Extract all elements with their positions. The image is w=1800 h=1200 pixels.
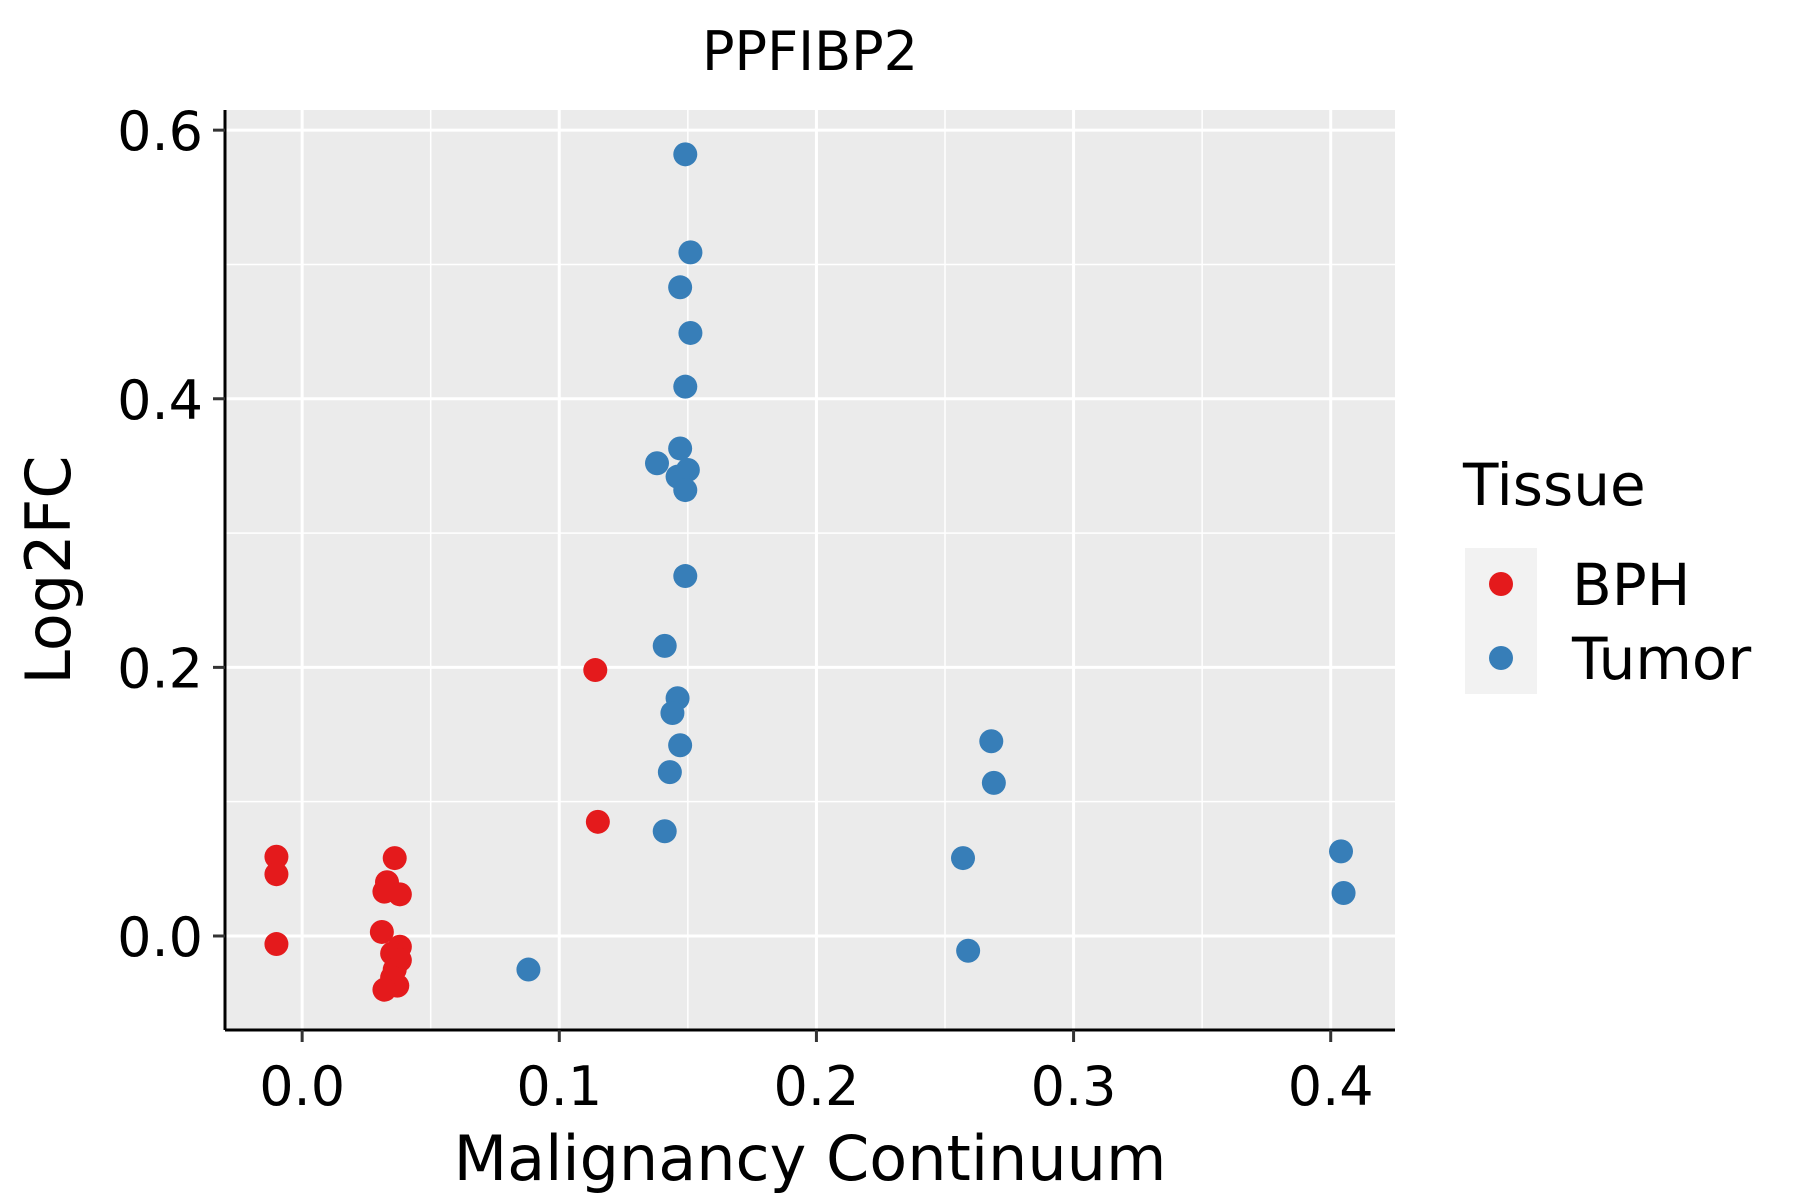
point-tumor [678,240,703,265]
point-tumor [652,633,677,658]
point-tumor [956,938,981,963]
point-tumor [652,819,677,844]
point-tumor [668,733,693,758]
y-axis-ticks: 0.0 0.2 0.4 0.6 [117,100,225,969]
legend-title: Tissue [1462,451,1646,519]
y-axis-title: Log2FC [12,455,85,684]
x-axis-title: Malignancy Continuum [454,1122,1167,1195]
point-tumor [673,374,698,399]
point-bph [264,932,289,957]
y-tick-label: 0.6 [117,100,203,163]
point-tumor [645,451,669,476]
x-tick-label: 0.3 [1031,1055,1117,1118]
point-tumor [1331,881,1356,906]
point-tumor [981,770,1006,795]
y-tick-label: 0.4 [117,369,203,432]
point-bph [387,882,412,907]
point-tumor [673,564,698,589]
legend-key-bph [1489,572,1513,596]
major-gridlines [225,110,1395,1030]
legend: Tissue BPH Tumor [1462,451,1751,694]
plot-panel [225,110,1395,1030]
point-tumor [951,846,975,871]
point-tumor [516,957,541,982]
point-tumor [1329,839,1353,864]
chart-title: PPFIBP2 [702,20,918,83]
legend-label-bph: BPH [1572,551,1690,619]
legend-label-tumor: Tumor [1571,625,1751,693]
legend-key-background [1465,548,1537,694]
x-tick-label: 0.1 [516,1055,602,1118]
point-tumor [673,478,698,503]
data-points [264,142,1356,1002]
point-bph [264,862,289,887]
point-bph [372,977,397,1002]
point-tumor [979,729,1004,754]
y-tick-label: 0.2 [117,637,203,700]
point-bph [264,844,289,869]
x-tick-label: 0.2 [773,1055,859,1118]
point-bph [585,809,610,834]
point-bph [369,919,394,944]
point-tumor [660,701,685,726]
x-axis-ticks: 0.0 0.1 0.2 0.3 0.4 [259,1030,1374,1118]
x-tick-label: 0.4 [1288,1055,1374,1118]
point-tumor [678,320,703,345]
x-tick-label: 0.0 [259,1055,345,1118]
point-bph [583,658,608,683]
point-tumor [668,436,693,461]
point-bph [382,846,407,871]
y-tick-label: 0.0 [117,906,203,969]
point-tumor [668,275,693,300]
point-tumor [673,142,698,167]
legend-key-tumor [1489,646,1513,670]
point-tumor [657,760,682,785]
